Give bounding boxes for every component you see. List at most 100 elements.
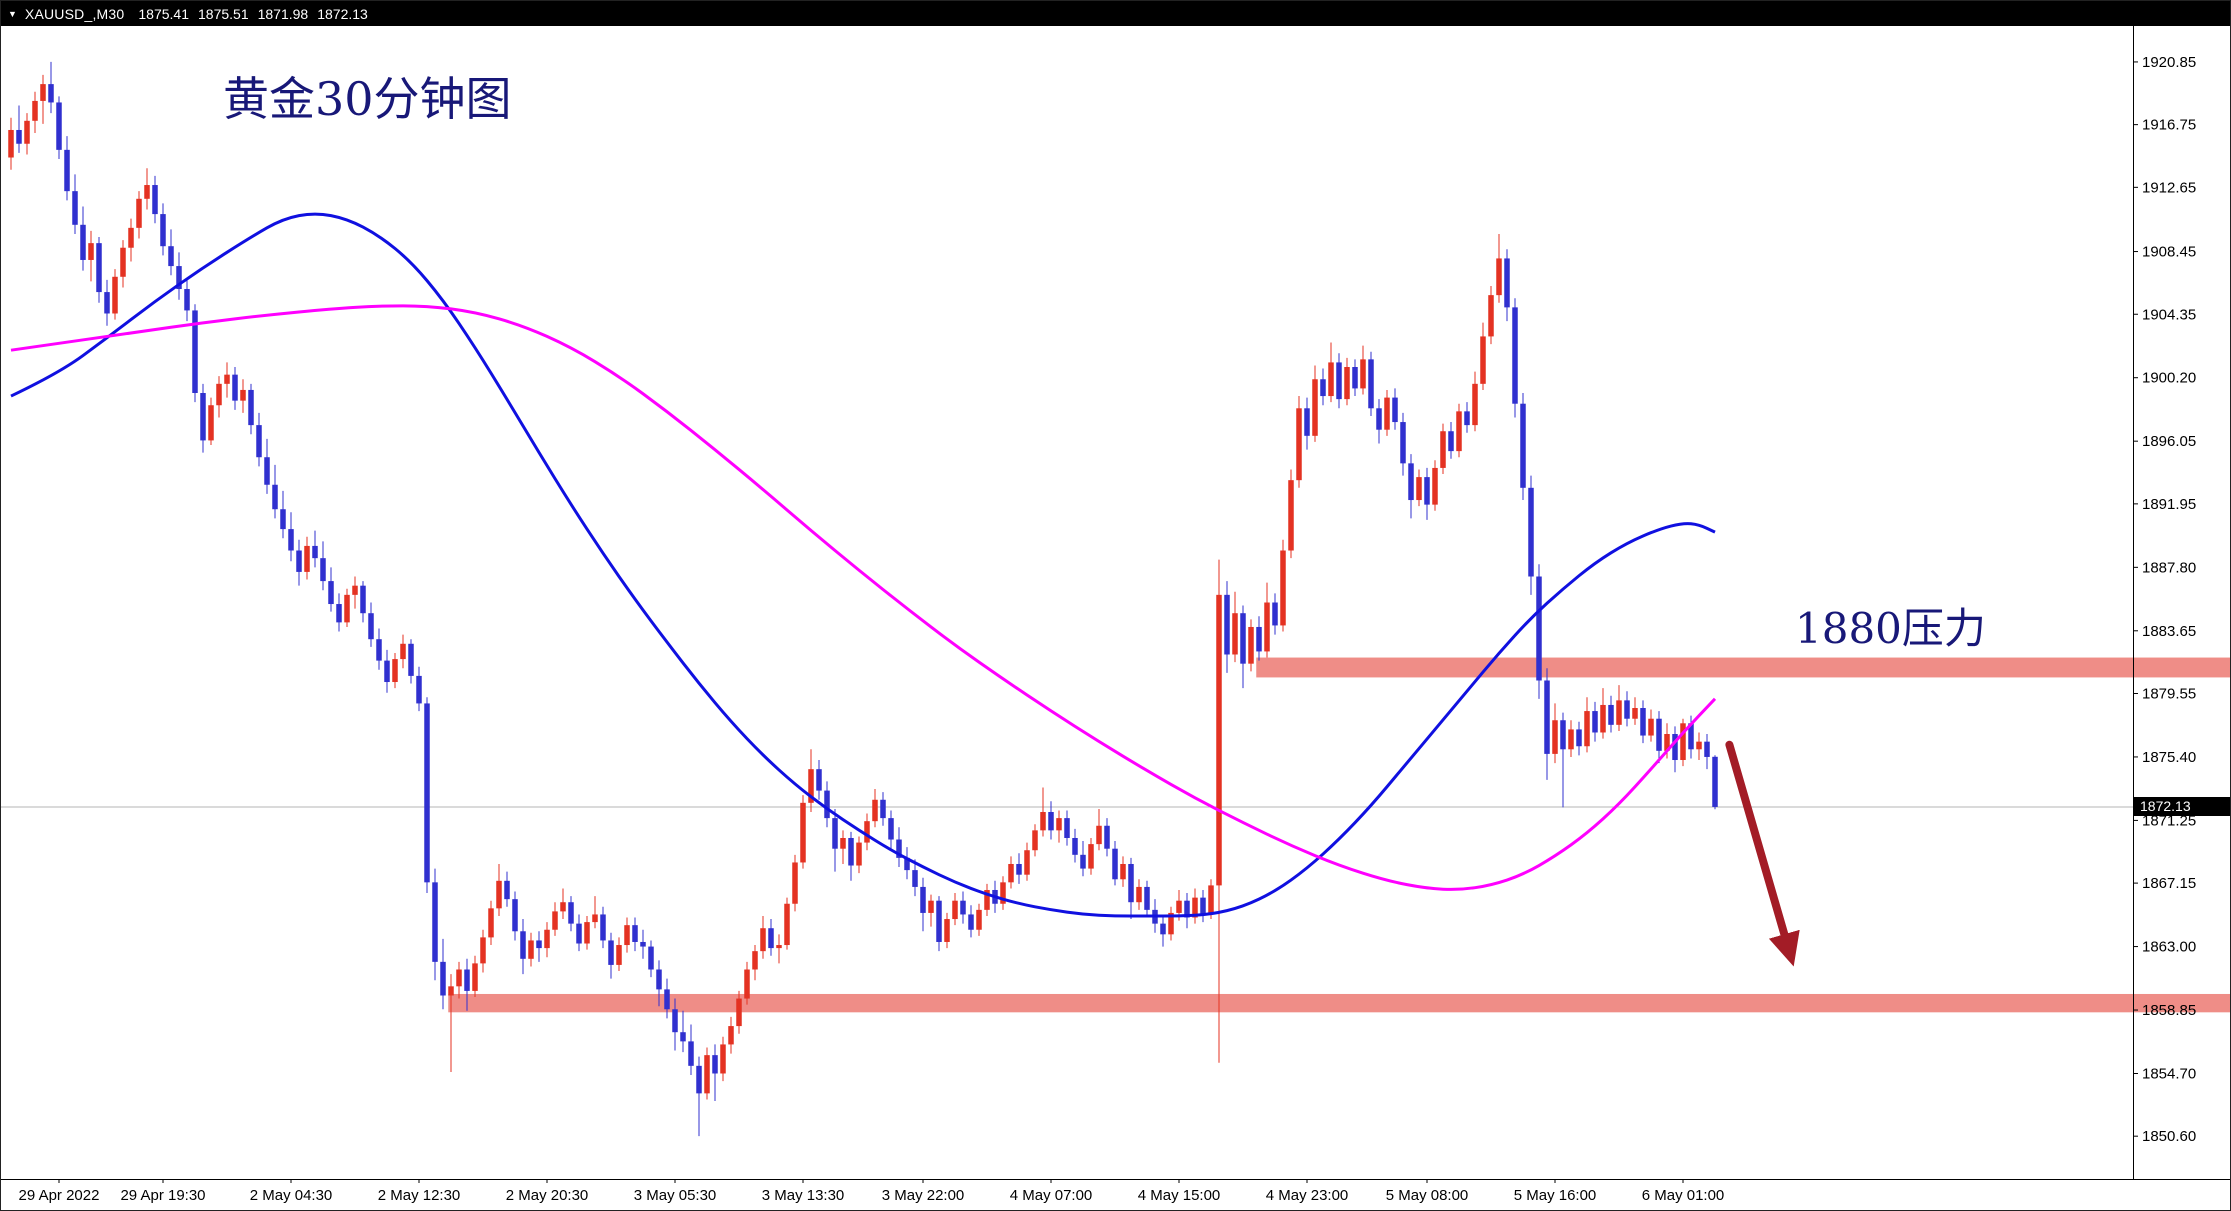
time-axis-label: 2 May 04:30 [250, 1187, 333, 1204]
candle-body [1224, 594, 1230, 655]
time-axis-label: 4 May 07:00 [1010, 1187, 1093, 1204]
candle-body [912, 870, 918, 887]
candle-body [808, 769, 814, 803]
price-axis-label: 1883.65 [2142, 623, 2196, 640]
price-axis-label: 1858.85 [2142, 1002, 2196, 1019]
candle-body [696, 1065, 702, 1094]
candle-body [360, 585, 366, 614]
candle-body [952, 900, 958, 920]
candle-body [1272, 602, 1278, 626]
candle-body [616, 945, 622, 965]
symbol-marker-icon: ▼ [8, 8, 17, 19]
candle-body [1520, 403, 1526, 488]
candle-body [1704, 741, 1710, 757]
candle-body [48, 84, 54, 103]
candle-body [1072, 837, 1078, 855]
candle-body [1584, 711, 1590, 747]
candle-body [648, 946, 654, 970]
candle-body [1112, 848, 1118, 880]
candle-body [680, 1032, 686, 1042]
candle-body [1456, 411, 1462, 452]
candle-body [512, 899, 518, 932]
candle-body [232, 374, 238, 401]
candle-body [816, 769, 822, 791]
candle-body [1088, 844, 1094, 869]
time-axis-label: 2 May 20:30 [506, 1187, 589, 1204]
candle-body [1608, 704, 1614, 725]
candle-body [1200, 897, 1206, 915]
candle-body [72, 191, 78, 225]
candle-body [472, 963, 478, 991]
candle-body [1640, 708, 1646, 736]
candle-body [1304, 408, 1310, 436]
price-axis-label: 1863.00 [2142, 939, 2196, 956]
candle-body [1400, 422, 1406, 464]
candle-body [1672, 734, 1678, 761]
candle-body [80, 224, 86, 260]
candle-body [392, 659, 398, 683]
candle-body [320, 558, 326, 582]
candle-body [600, 914, 606, 941]
candle-body [192, 310, 198, 394]
candle-body [1384, 397, 1390, 430]
candle-body [1344, 367, 1350, 400]
time-axis-label: 3 May 13:30 [762, 1187, 845, 1204]
candle-body [1064, 818, 1070, 838]
candle-body [656, 969, 662, 990]
candle-body [832, 818, 838, 849]
candle-body [1320, 379, 1326, 397]
annotation-chart-title: 黄金30分钟图 [223, 72, 512, 126]
candle-body [408, 643, 414, 676]
candle-body [376, 639, 382, 661]
candle-body [368, 613, 374, 640]
price-zones [448, 657, 2230, 1013]
candle-body [256, 425, 262, 458]
candle-body [1008, 863, 1014, 883]
candle-body [1632, 708, 1638, 719]
candle-body [104, 292, 110, 314]
time-axis-label: 3 May 22:00 [882, 1187, 965, 1204]
candle-body [1352, 367, 1358, 389]
candle-body [984, 889, 990, 910]
candle-body [960, 900, 966, 915]
price-axis-label: 1896.05 [2142, 433, 2196, 450]
candle-body [32, 100, 38, 121]
time-axis-label: 2 May 12:30 [378, 1187, 461, 1204]
candle-body [1448, 431, 1454, 452]
candle-body [1328, 362, 1334, 397]
candle-body [712, 1055, 718, 1074]
candle-body [784, 903, 790, 946]
candle-body [888, 818, 894, 840]
candle-body [1600, 704, 1606, 733]
candle-body [384, 660, 390, 683]
symbol-timeframe-label: XAUUSD_,M30 [24, 5, 125, 22]
candle-body [824, 790, 830, 819]
candle-body [1616, 700, 1622, 725]
ma-line-blue [10, 212, 1716, 918]
price-axis-label: 1887.80 [2142, 559, 2196, 576]
candle-body [1296, 408, 1302, 481]
time-axis-label: 6 May 01:00 [1642, 1187, 1725, 1204]
price-axis-label: 1850.60 [2142, 1128, 2196, 1145]
current-price-tag: 1872.13 [2133, 797, 2230, 816]
candle-body [1496, 258, 1502, 296]
candle-body [1592, 711, 1598, 733]
candle-body [744, 969, 750, 999]
candle-body [1424, 477, 1430, 505]
candle-body [328, 581, 334, 605]
ma-line-magenta [10, 304, 1717, 891]
candle-body [1232, 613, 1238, 655]
candle-body [856, 842, 862, 866]
candle-body [544, 929, 550, 949]
candle-body [352, 585, 358, 595]
candle-body [584, 922, 590, 944]
candlestick-series [8, 61, 1718, 1137]
candle-body [112, 276, 118, 314]
candle-body [1312, 379, 1318, 436]
candle-body [1472, 383, 1478, 426]
candle-body [736, 998, 742, 1027]
candle-body [312, 545, 318, 559]
candle-body [304, 545, 310, 572]
